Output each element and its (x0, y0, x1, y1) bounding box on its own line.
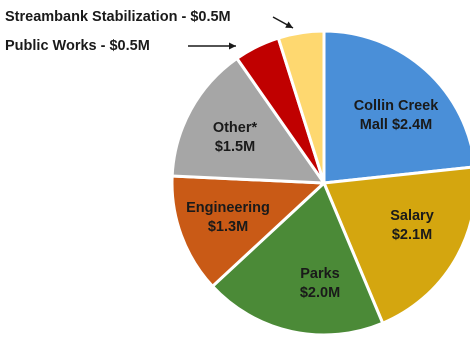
pie-slices (170, 29, 470, 337)
callout-label-5: Public Works - $0.5M (5, 38, 150, 54)
slice-label-1: Salary $2.1M (390, 208, 434, 243)
slice-label-3: Engineering $1.3M (186, 200, 270, 235)
pie-labels: Collin Creek Mall $2.4M Salary $2.1M Parks $2… (186, 98, 439, 301)
pie-slice-1 (322, 165, 470, 325)
pie-slice-6 (276, 29, 326, 185)
pie-slice-0 (322, 29, 470, 185)
pie-slice-3 (170, 174, 326, 288)
callout-arrow-5 (229, 42, 236, 50)
slice-label-0: Collin Creek Mall $2.4M (354, 98, 440, 133)
slice-label-2: Parks $2.0M (300, 266, 340, 301)
pie-slice-4 (170, 56, 326, 185)
pie-callouts: Public Works - $0.5M Streambank Stabiliza… (5, 9, 294, 54)
slice-label-4: Other* $1.5M (213, 120, 258, 155)
callout-label-6: Streambank Stabilization - $0.5M (5, 9, 231, 25)
callout-arrow-6 (285, 21, 293, 28)
pie-slice-2 (211, 181, 385, 337)
